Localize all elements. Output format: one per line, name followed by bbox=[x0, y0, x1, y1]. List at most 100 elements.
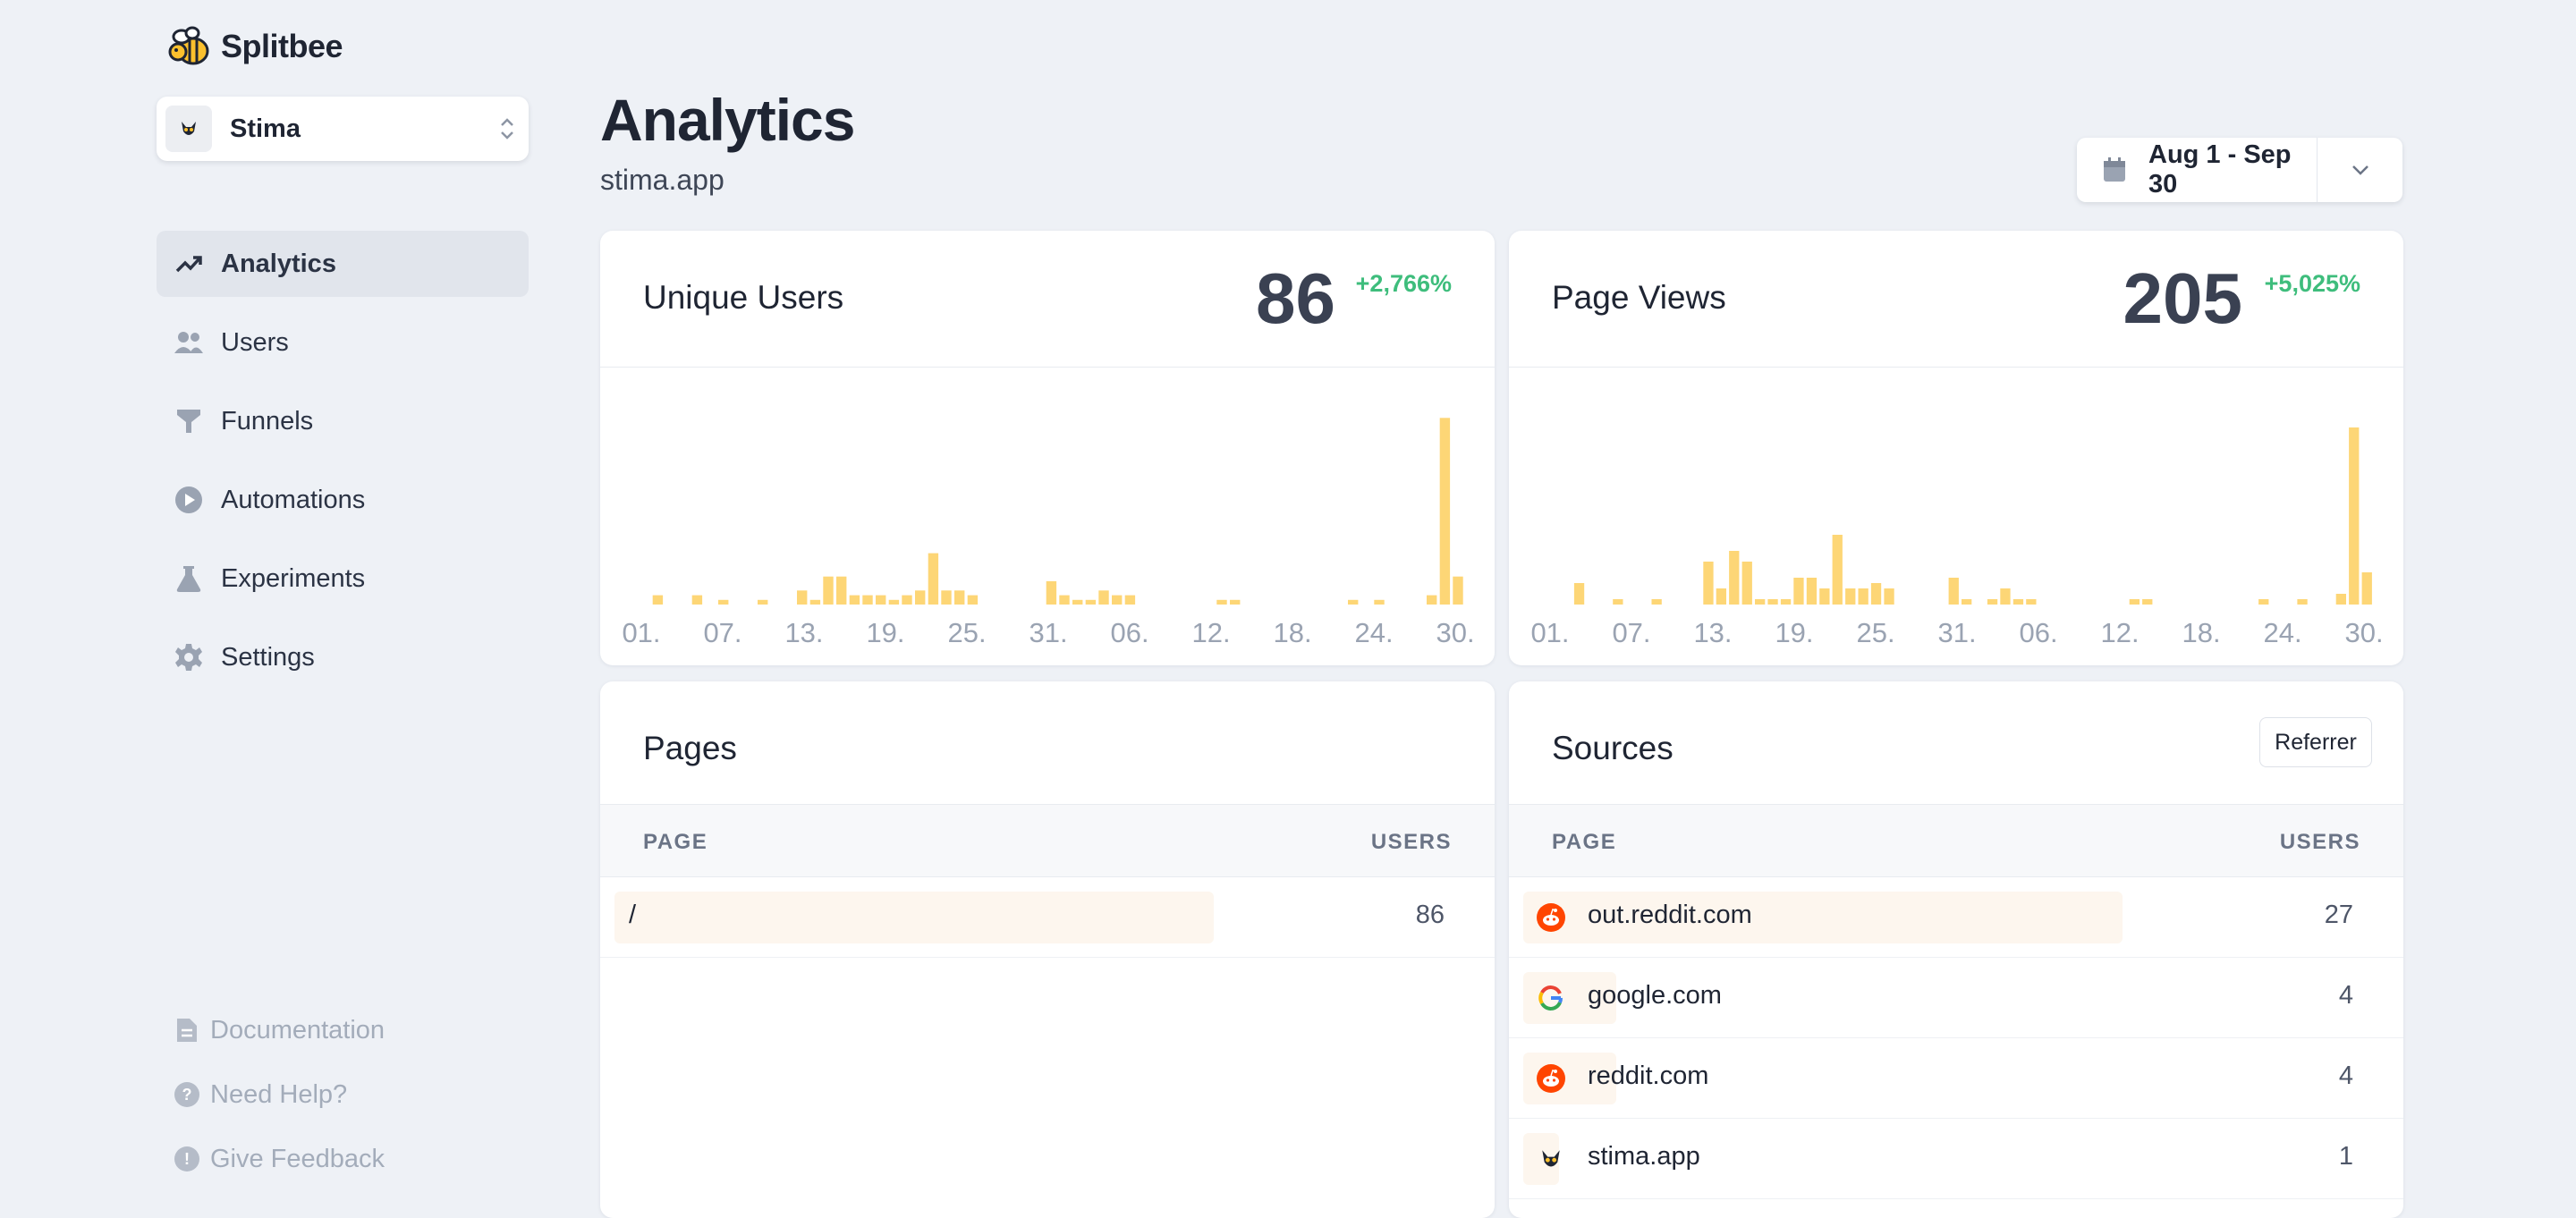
chart-bar[interactable] bbox=[1948, 578, 1959, 605]
nav-item-label: Automations bbox=[221, 485, 366, 514]
chart-bar[interactable] bbox=[902, 595, 912, 605]
chart-bar[interactable] bbox=[1085, 599, 1097, 605]
x-tick-label: 13. bbox=[1693, 617, 1732, 648]
chart-bar[interactable] bbox=[2335, 594, 2346, 605]
chart-bar[interactable] bbox=[888, 599, 900, 605]
chart-bar[interactable] bbox=[2026, 599, 2037, 605]
chart-bar[interactable] bbox=[652, 595, 664, 605]
bee-logo-icon bbox=[168, 26, 209, 65]
nav-item-settings[interactable]: Settings bbox=[157, 624, 529, 690]
chart-bar[interactable] bbox=[823, 576, 834, 605]
chart-bar[interactable] bbox=[967, 595, 979, 605]
chart-bar[interactable] bbox=[1832, 535, 1843, 605]
date-range-label: Aug 1 - Sep 30 bbox=[2148, 140, 2292, 199]
sources-card: Sources PAGE USERS out.reddit.com 27 goo… bbox=[1509, 681, 2403, 1218]
chart-bar[interactable] bbox=[1573, 583, 1585, 605]
chart-bar[interactable] bbox=[1767, 599, 1778, 605]
chart-bar[interactable] bbox=[718, 599, 729, 605]
chart-bar[interactable] bbox=[1870, 583, 1882, 605]
chart-bar[interactable] bbox=[797, 590, 808, 605]
chart-bar[interactable] bbox=[691, 595, 703, 605]
chart-bar[interactable] bbox=[1098, 590, 1109, 605]
chart-bar[interactable] bbox=[809, 599, 821, 605]
nav-item-funnels[interactable]: Funnels bbox=[157, 388, 529, 454]
chart-bar[interactable] bbox=[1453, 576, 1463, 605]
chart-bar[interactable] bbox=[2349, 427, 2360, 605]
chart-bar[interactable] bbox=[1124, 595, 1136, 605]
chart-bar[interactable] bbox=[876, 595, 886, 605]
chart-bar[interactable] bbox=[2258, 599, 2269, 605]
chart-bar[interactable] bbox=[1780, 599, 1792, 605]
chart-bar[interactable] bbox=[1987, 599, 1998, 605]
chart-bar[interactable] bbox=[1374, 599, 1385, 605]
sidebar: Splitbee Stima Analytics bbox=[157, 0, 529, 1198]
give-feedback-link[interactable]: ! Give Feedback bbox=[173, 1127, 385, 1191]
chart-bar[interactable] bbox=[862, 595, 873, 605]
pages-title: Pages bbox=[643, 730, 737, 766]
table-row[interactable]: google.com 4 bbox=[1509, 958, 2403, 1038]
chart-bar[interactable] bbox=[1059, 595, 1070, 605]
chart-bar[interactable] bbox=[1845, 588, 1856, 605]
x-tick-label: 30. bbox=[2345, 617, 2384, 648]
chart-bar[interactable] bbox=[1613, 599, 1623, 605]
chart-bar[interactable] bbox=[1755, 599, 1766, 605]
x-tick-label: 24. bbox=[2264, 617, 2302, 648]
chart-bar[interactable] bbox=[915, 590, 926, 605]
chart-bar[interactable] bbox=[2297, 599, 2308, 605]
chevron-down-icon[interactable] bbox=[2317, 138, 2402, 202]
source-name: out.reddit.com bbox=[1588, 901, 1752, 929]
chart-bar[interactable] bbox=[1819, 588, 1830, 605]
chart-bar[interactable] bbox=[1651, 599, 1662, 605]
source-name: stima.app bbox=[1588, 1142, 1700, 1171]
chart-bar[interactable] bbox=[1858, 588, 1868, 605]
chart-bar[interactable] bbox=[836, 576, 847, 605]
referrer-filter-button[interactable]: Referrer bbox=[2259, 717, 2372, 767]
table-row[interactable]: out.reddit.com 27 bbox=[1509, 877, 2403, 958]
chart-bar[interactable] bbox=[849, 595, 860, 605]
unique-users-header: Unique Users 86 +2,766% bbox=[600, 231, 1495, 368]
chart-bar[interactable] bbox=[1741, 562, 1752, 605]
chart-bar[interactable] bbox=[2129, 599, 2140, 605]
nav-item-automations[interactable]: Automations bbox=[157, 467, 529, 533]
users-icon bbox=[173, 326, 205, 359]
column-header-page: PAGE bbox=[643, 830, 708, 854]
chart-bar[interactable] bbox=[954, 590, 965, 605]
documentation-link[interactable]: Documentation bbox=[173, 998, 385, 1062]
nav-item-users[interactable]: Users bbox=[157, 309, 529, 376]
project-selector[interactable]: Stima bbox=[157, 97, 529, 161]
chart-bar[interactable] bbox=[2000, 588, 2011, 605]
chart-bar[interactable] bbox=[1427, 595, 1437, 605]
calendar-icon bbox=[2088, 156, 2141, 183]
chart-bar[interactable] bbox=[941, 590, 952, 605]
chart-bar[interactable] bbox=[1806, 578, 1818, 605]
table-row[interactable]: stima.app 1 bbox=[1509, 1119, 2403, 1199]
chart-bar[interactable] bbox=[1703, 562, 1714, 605]
chart-bar[interactable] bbox=[2142, 599, 2153, 605]
chart-bar[interactable] bbox=[1962, 599, 1972, 605]
nav-item-analytics[interactable]: Analytics bbox=[157, 231, 529, 297]
chart-bar[interactable] bbox=[1046, 580, 1057, 605]
play-circle-icon bbox=[173, 484, 205, 516]
chart-bar[interactable] bbox=[2361, 572, 2372, 605]
chart-bar[interactable] bbox=[758, 599, 768, 605]
brand-logo[interactable]: Splitbee bbox=[165, 21, 343, 72]
chart-bar[interactable] bbox=[1072, 599, 1083, 605]
nav-item-experiments[interactable]: Experiments bbox=[157, 546, 529, 612]
unique-users-card: Unique Users 86 +2,766% 01. 07. 13. 19. 25. 3… bbox=[600, 231, 1495, 665]
chart-bar[interactable] bbox=[1348, 599, 1359, 605]
table-row[interactable]: reddit.com 4 bbox=[1509, 1038, 2403, 1119]
need-help-link[interactable]: ? Need Help? bbox=[173, 1062, 385, 1127]
chart-bar[interactable] bbox=[1112, 595, 1123, 605]
chart-bar[interactable] bbox=[1216, 599, 1227, 605]
chart-bar[interactable] bbox=[1884, 588, 1894, 605]
date-range-picker[interactable]: Aug 1 - Sep 30 bbox=[2077, 138, 2402, 202]
page-views-value: 205 bbox=[2123, 258, 2242, 338]
chart-bar[interactable] bbox=[1439, 418, 1451, 605]
chart-bar[interactable] bbox=[1716, 588, 1726, 605]
table-row[interactable]: / 86 bbox=[600, 877, 1495, 958]
chart-bar[interactable] bbox=[1729, 551, 1740, 605]
chart-bar[interactable] bbox=[1793, 578, 1804, 605]
chart-bar[interactable] bbox=[928, 553, 939, 605]
chart-bar[interactable] bbox=[2012, 599, 2024, 605]
chart-bar[interactable] bbox=[1230, 599, 1241, 605]
